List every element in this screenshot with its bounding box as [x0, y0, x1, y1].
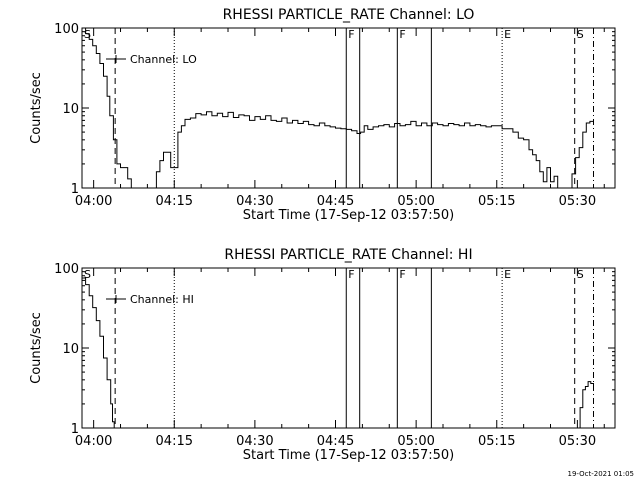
- series-line: [82, 27, 594, 189]
- x-tick-label: 05:15: [478, 194, 515, 209]
- event-marker-label: F: [348, 268, 354, 281]
- x-tick-label: 04:15: [156, 194, 193, 209]
- event-marker-label: F: [399, 28, 405, 41]
- event-marker-label: F: [348, 28, 354, 41]
- event-marker-label: S: [84, 28, 91, 41]
- y-axis-label: Counts/sec: [29, 72, 44, 144]
- event-marker-label: E: [504, 28, 511, 41]
- legend-label: Channel: LO: [130, 53, 197, 66]
- y-tick-label: 10: [62, 102, 79, 117]
- y-tick-label: 100: [54, 262, 79, 277]
- chart-title: RHESSI PARTICLE_RATE Channel: HI: [224, 247, 472, 263]
- y-tick-label: 1: [71, 182, 79, 197]
- plot-frame: [81, 267, 616, 429]
- footer-timestamp: 19-Oct-2021 01:05: [567, 470, 634, 478]
- x-tick-label: 05:00: [397, 434, 434, 449]
- x-tick-label: 04:30: [236, 434, 273, 449]
- legend-label: Channel: HI: [130, 293, 194, 306]
- x-axis-label: Start Time (17-Sep-12 03:57:50): [243, 208, 454, 223]
- chart-title: RHESSI PARTICLE_RATE Channel: LO: [223, 7, 475, 23]
- event-marker-label: F: [399, 268, 405, 281]
- series-line: [82, 277, 594, 429]
- plot-frame: [81, 27, 616, 189]
- x-tick-label: 05:15: [478, 434, 515, 449]
- x-tick-label: 05:00: [397, 194, 434, 209]
- event-marker-label: S: [577, 28, 584, 41]
- y-tick-label: 10: [62, 342, 79, 357]
- x-tick-label: 05:30: [559, 194, 596, 209]
- event-marker-label: S: [577, 268, 584, 281]
- x-tick-label: 04:45: [317, 434, 354, 449]
- x-tick-label: 04:45: [317, 194, 354, 209]
- event-marker-label: S: [84, 268, 91, 281]
- x-tick-label: 04:30: [236, 194, 273, 209]
- x-tick-label: 05:30: [559, 434, 596, 449]
- y-tick-label: 1: [71, 422, 79, 437]
- event-marker-label: E: [504, 268, 511, 281]
- y-axis-label: Counts/sec: [29, 312, 44, 384]
- x-tick-label: 04:15: [156, 434, 193, 449]
- x-tick-label: 04:00: [75, 434, 112, 449]
- y-tick-label: 100: [54, 22, 79, 37]
- x-tick-label: 04:00: [75, 194, 112, 209]
- x-axis-label: Start Time (17-Sep-12 03:57:50): [243, 448, 454, 463]
